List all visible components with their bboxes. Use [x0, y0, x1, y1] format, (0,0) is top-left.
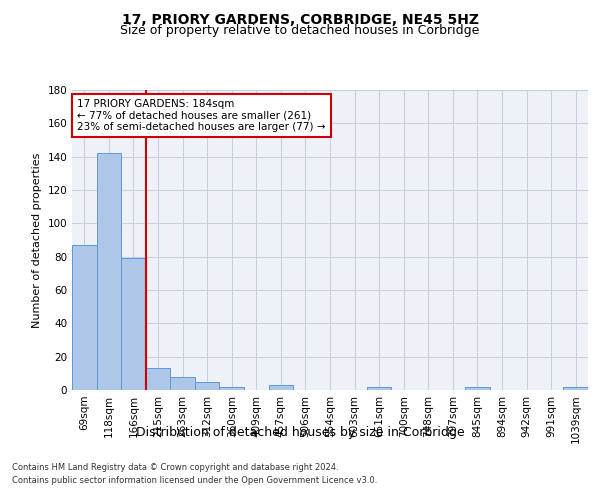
Bar — [465, 386, 490, 390]
Bar — [97, 154, 121, 390]
Bar — [220, 386, 244, 390]
Bar — [195, 382, 220, 390]
Bar — [269, 385, 293, 390]
Text: 17, PRIORY GARDENS, CORBRIDGE, NE45 5HZ: 17, PRIORY GARDENS, CORBRIDGE, NE45 5HZ — [121, 12, 479, 26]
Text: Distribution of detached houses by size in Corbridge: Distribution of detached houses by size … — [136, 426, 464, 439]
Y-axis label: Number of detached properties: Number of detached properties — [32, 152, 42, 328]
Text: Contains HM Land Registry data © Crown copyright and database right 2024.: Contains HM Land Registry data © Crown c… — [12, 464, 338, 472]
Text: Contains public sector information licensed under the Open Government Licence v3: Contains public sector information licen… — [12, 476, 377, 485]
Text: Size of property relative to detached houses in Corbridge: Size of property relative to detached ho… — [121, 24, 479, 37]
Bar — [72, 245, 97, 390]
Bar — [563, 386, 588, 390]
Bar — [367, 386, 391, 390]
Text: 17 PRIORY GARDENS: 184sqm
← 77% of detached houses are smaller (261)
23% of semi: 17 PRIORY GARDENS: 184sqm ← 77% of detac… — [77, 99, 326, 132]
Bar — [170, 376, 195, 390]
Bar — [146, 368, 170, 390]
Bar — [121, 258, 146, 390]
